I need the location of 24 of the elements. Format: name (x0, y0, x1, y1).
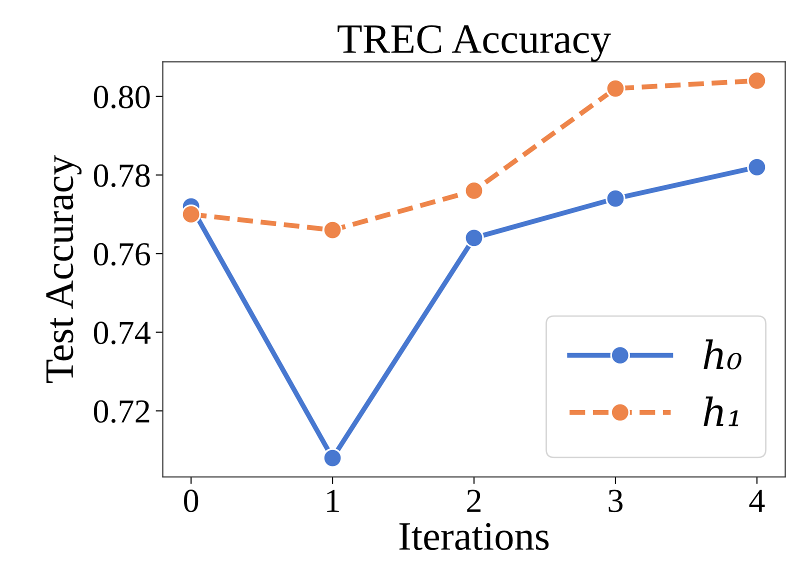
y-tick-label: 0.78 (94, 164, 150, 188)
point (322, 448, 342, 468)
x-axis-title: Iterations (399, 522, 549, 550)
chart-title: TREC Accuracy (338, 25, 611, 62)
legend-label: h₀ (704, 339, 742, 370)
point (181, 204, 201, 224)
x-tick-label: 4 (749, 490, 765, 512)
point (606, 78, 626, 98)
y-tick-label: 0.80 (94, 86, 150, 108)
point (747, 157, 767, 178)
point (747, 70, 767, 91)
y-tick-label: 0.74 (94, 322, 150, 344)
y-axis-title: Test Accuracy (46, 155, 82, 383)
x-tick-label: 3 (608, 490, 623, 512)
point (606, 188, 626, 208)
point (464, 180, 484, 201)
x-tick-label: 0 (184, 490, 198, 512)
y-tick-label: 0.72 (94, 400, 150, 423)
point (464, 228, 484, 248)
y-tick-label: 0.76 (94, 243, 150, 266)
legend-label: h₁ (704, 396, 738, 426)
x-tick-label: 1 (327, 490, 339, 512)
point (322, 220, 342, 240)
x-tick-label: 2 (467, 490, 481, 512)
